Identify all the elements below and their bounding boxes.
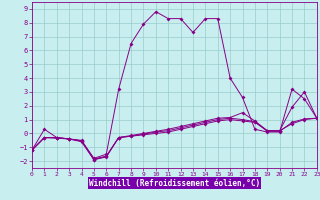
X-axis label: Windchill (Refroidissement éolien,°C): Windchill (Refroidissement éolien,°C) bbox=[89, 179, 260, 188]
